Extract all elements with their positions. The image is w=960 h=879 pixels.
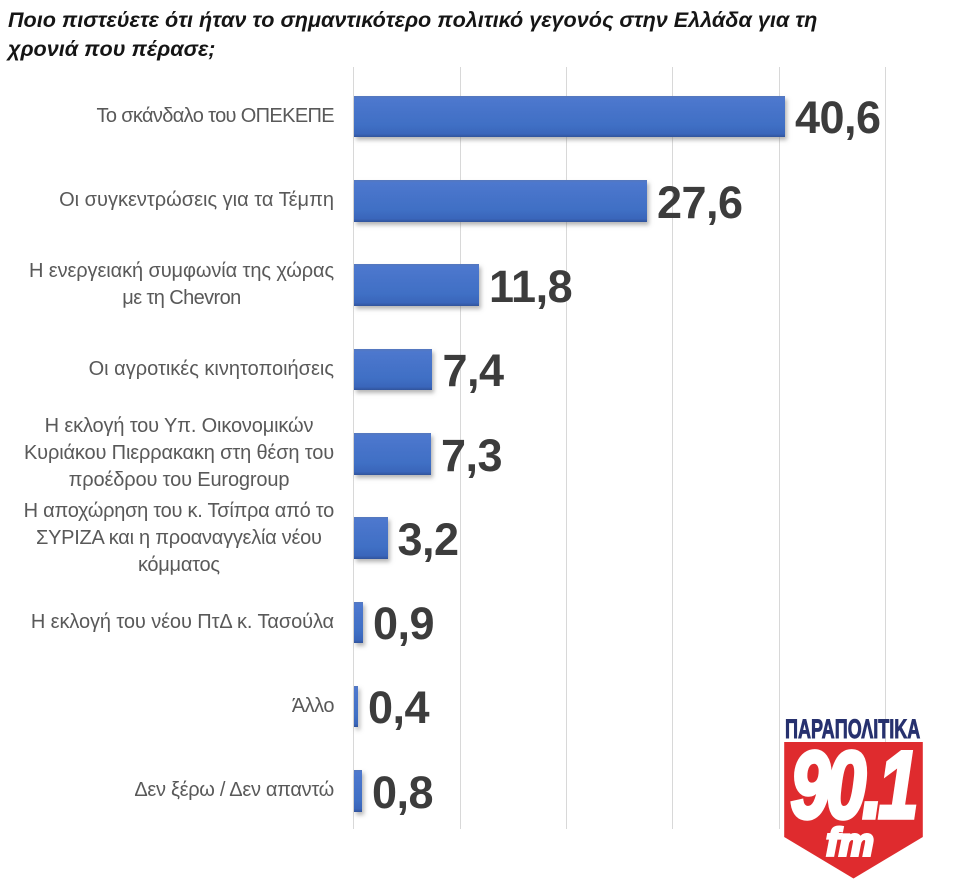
svg-text:90.1: 90.1	[791, 742, 915, 838]
svg-text:fm: fm	[826, 821, 874, 864]
